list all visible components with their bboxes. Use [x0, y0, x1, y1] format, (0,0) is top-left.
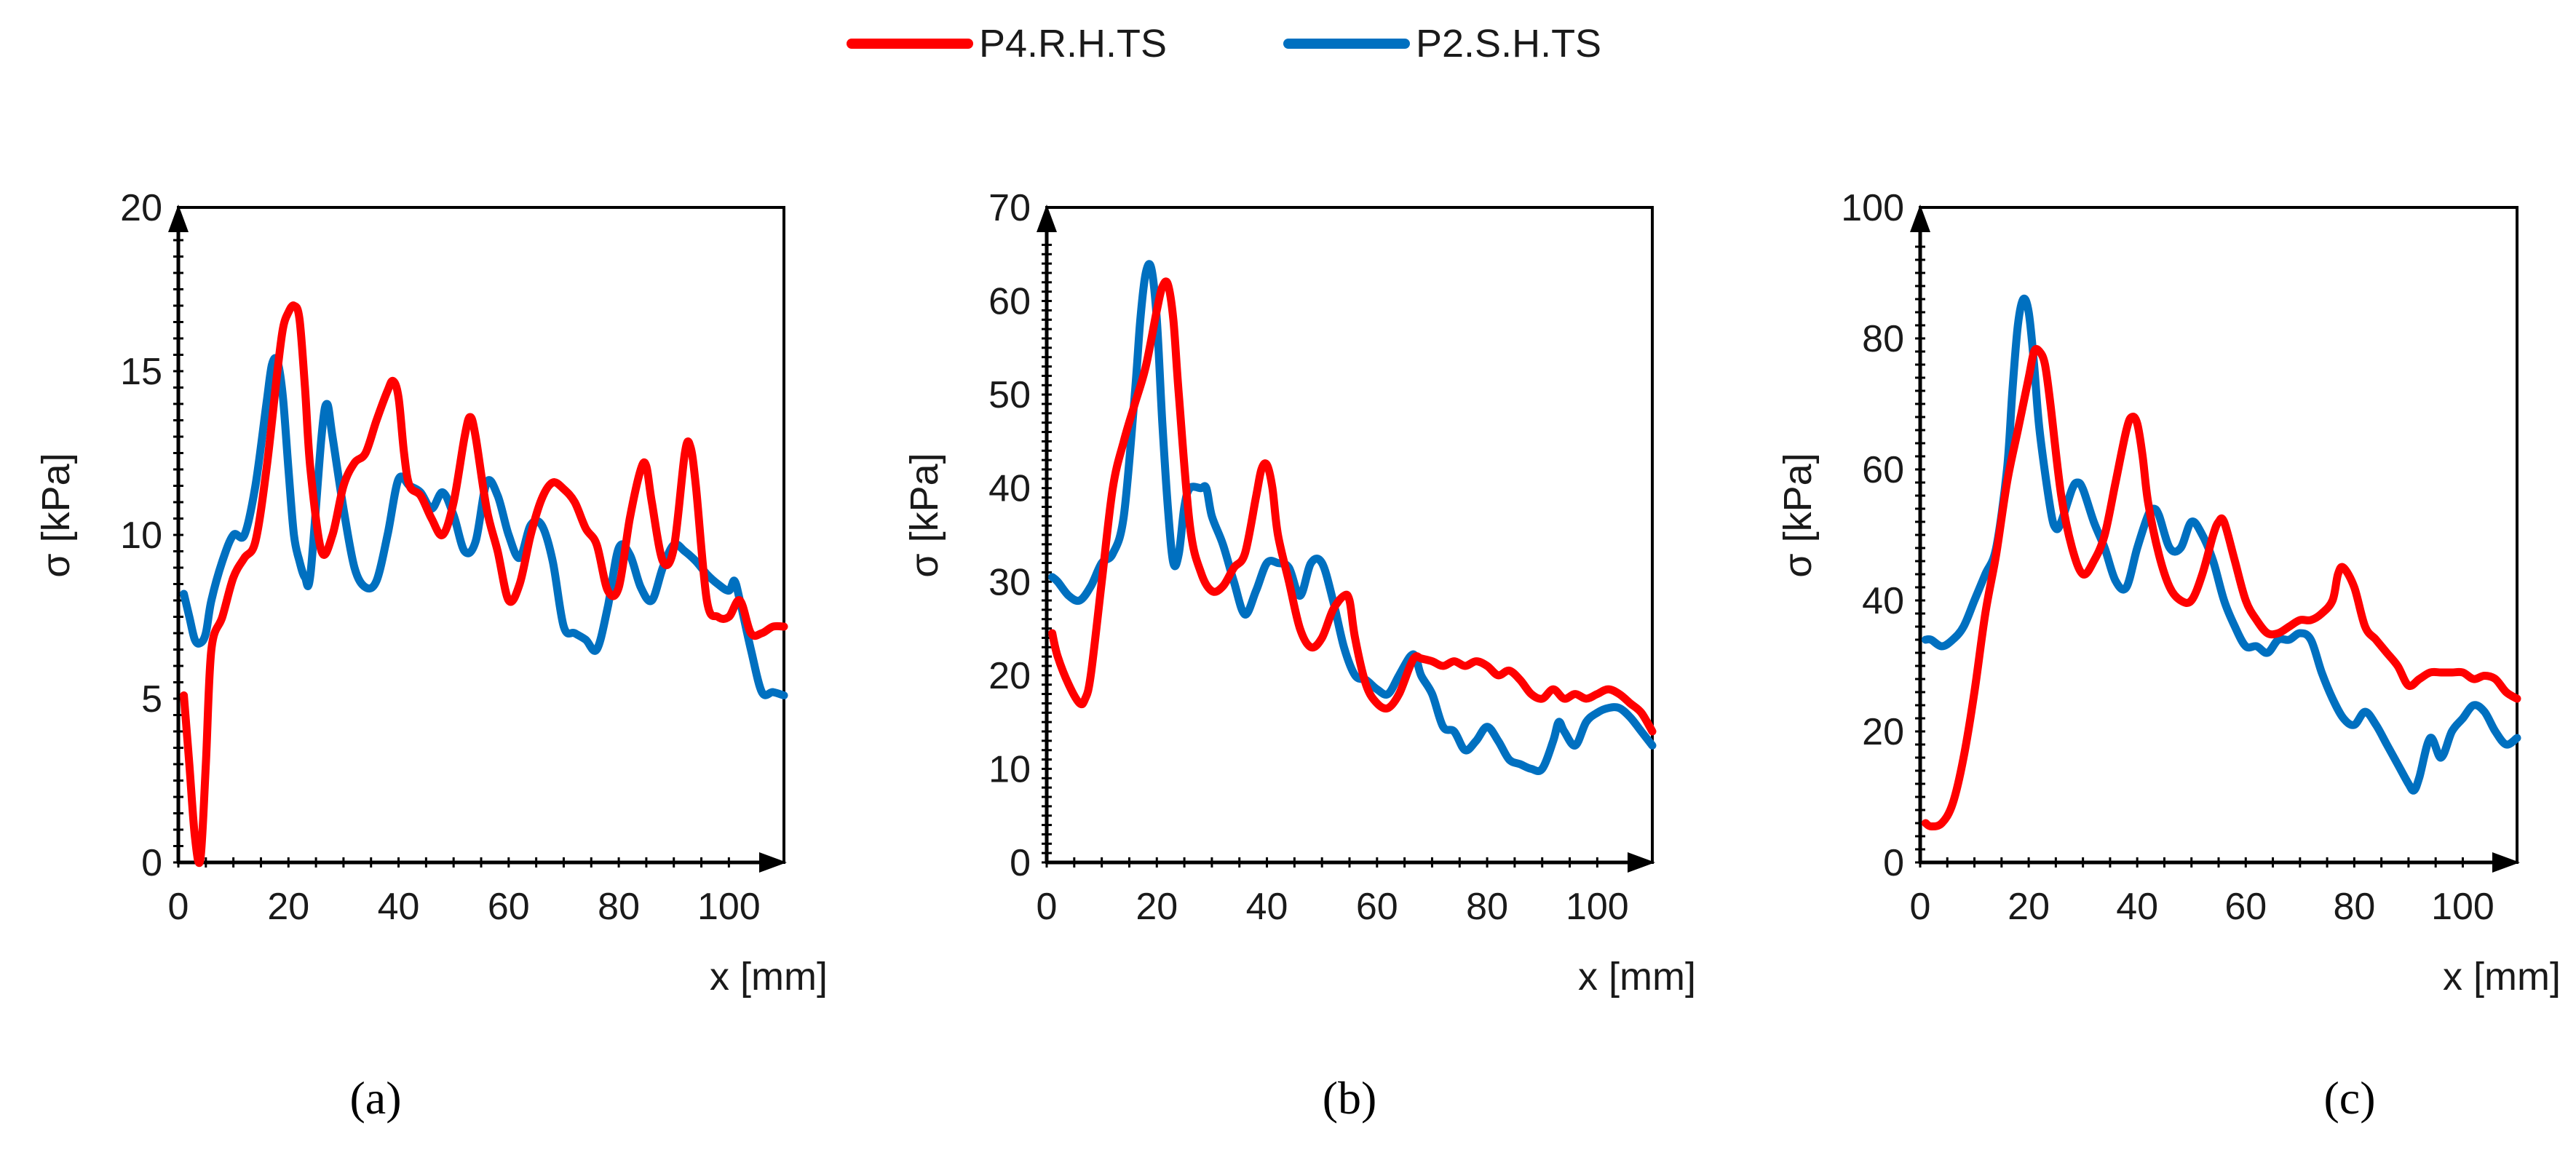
series-line-p2-c	[1922, 294, 2521, 795]
y-tick-label-b: 40	[988, 468, 1031, 510]
y-tick-label-c: 80	[1862, 318, 1904, 360]
y-tick-label-b: 50	[988, 374, 1031, 416]
y-tick-label-c: 60	[1862, 449, 1904, 491]
y-tick-label-b: 20	[988, 655, 1031, 697]
x-tick-label-b: 20	[1136, 886, 1178, 928]
y-axis-arrow-a	[168, 205, 189, 232]
y-tick-label-a: 5	[141, 678, 162, 721]
y-axis-title-c: σ [kPa]	[1776, 453, 1820, 577]
legend-label-p2: P2.S.H.TS	[1416, 22, 1601, 66]
x-tick-label-a: 100	[697, 886, 761, 928]
legend: P4.R.H.TS P2.S.H.TS	[847, 22, 1601, 66]
y-tick-label-b: 30	[988, 561, 1031, 603]
x-tick-label-c: 100	[2431, 886, 2494, 928]
x-tick-label-b: 40	[1246, 886, 1288, 928]
x-tick-label-c: 60	[2224, 886, 2267, 928]
x-axis-title-a: x [mm]	[710, 955, 828, 999]
x-tick-label-c: 80	[2333, 886, 2375, 928]
y-tick-label-a: 0	[141, 842, 162, 884]
x-tick-label-b: 100	[1566, 886, 1629, 928]
panel-label-c: (c)	[2323, 1072, 2375, 1124]
x-tick-label-c: 40	[2116, 886, 2158, 928]
x-tick-label-c: 0	[1910, 886, 1931, 928]
x-tick-label-a: 80	[598, 886, 640, 928]
y-tick-label-c: 20	[1862, 711, 1904, 753]
y-tick-label-c: 0	[1883, 842, 1904, 884]
x-tick-label-b: 60	[1356, 886, 1398, 928]
x-axis-title-c: x [mm]	[2443, 955, 2561, 999]
legend-label-p4: P4.R.H.TS	[979, 22, 1167, 66]
y-tick-label-b: 60	[988, 281, 1031, 323]
y-axis-arrow-c	[1910, 205, 1930, 232]
x-tick-label-b: 0	[1037, 886, 1058, 928]
y-axis-title-b: σ [kPa]	[903, 453, 946, 577]
x-tick-label-a: 40	[378, 886, 420, 928]
y-tick-label-a: 20	[120, 187, 162, 229]
y-tick-label-b: 0	[1010, 842, 1031, 884]
chart-panel-b: 0 10 20 30 40 50 60 70 0 20 40 60 80 100 σ [kPa] x [mm]…	[903, 187, 1696, 1124]
x-axis-arrow-b	[1628, 852, 1655, 873]
chart-panel-a: 0 5 10 15 20 0 20 40 60 80 100 σ [kPa] x [mm] (a)	[34, 187, 828, 1124]
x-tick-label-c: 20	[2008, 886, 2050, 928]
x-tick-label-b: 80	[1466, 886, 1508, 928]
x-axis-arrow-c	[2492, 852, 2520, 873]
plot-frame-b	[1045, 206, 1654, 864]
y-tick-label-b: 10	[988, 748, 1031, 790]
y-tick-label-c: 40	[1862, 580, 1904, 622]
panel-label-b: (b)	[1323, 1072, 1377, 1124]
x-tick-label-a: 20	[267, 886, 309, 928]
x-tick-label-a: 0	[168, 886, 189, 928]
x-axis-title-b: x [mm]	[1578, 955, 1696, 999]
y-axis-title-a: σ [kPa]	[34, 453, 78, 577]
y-tick-label-b: 70	[988, 187, 1031, 229]
series-line-p4-b	[1048, 277, 1657, 736]
y-tick-label-a: 10	[120, 515, 162, 557]
series-line-p2-b	[1048, 260, 1657, 775]
panel-label-a: (a)	[349, 1072, 401, 1124]
series-line-p4-a	[180, 301, 788, 868]
x-axis-arrow-a	[759, 852, 787, 873]
y-tick-label-a: 15	[120, 351, 162, 393]
legend-item-p2: P2.S.H.TS	[1283, 22, 1601, 66]
legend-item-p4: P4.R.H.TS	[847, 22, 1167, 66]
y-axis-arrow-b	[1037, 205, 1057, 232]
chart-panel-c: 0 20 40 60 80 100 0 20 40 60 80 100 σ [kPa] x [mm] (c)	[1776, 187, 2561, 1124]
series-line-p4-c	[1922, 345, 2521, 831]
x-tick-label-a: 60	[488, 886, 530, 928]
plot-frame-c	[1919, 206, 2518, 864]
y-tick-label-c: 100	[1841, 187, 1904, 229]
